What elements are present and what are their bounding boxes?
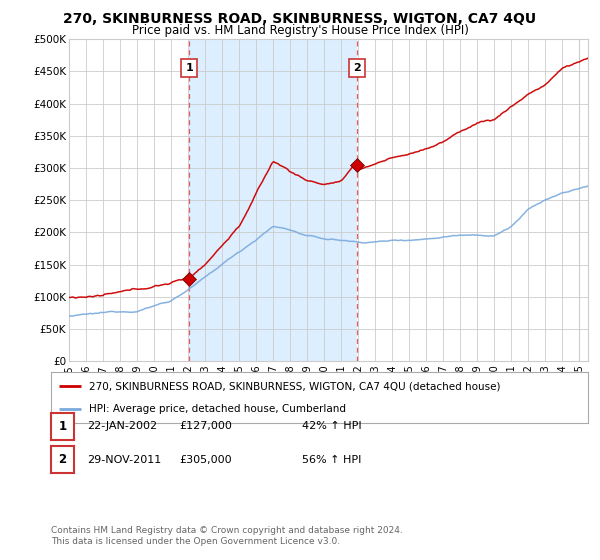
Text: 1: 1 (185, 63, 193, 73)
Text: 22-JAN-2002: 22-JAN-2002 (87, 421, 157, 431)
Text: This data is licensed under the Open Government Licence v3.0.: This data is licensed under the Open Gov… (51, 538, 340, 547)
Text: 56% ↑ HPI: 56% ↑ HPI (302, 455, 361, 465)
Text: £305,000: £305,000 (179, 455, 232, 465)
Text: £127,000: £127,000 (179, 421, 232, 431)
Text: 29-NOV-2011: 29-NOV-2011 (87, 455, 161, 465)
Bar (189, 39, 357, 361)
Text: HPI: Average price, detached house, Cumberland: HPI: Average price, detached house, Cumb… (89, 404, 346, 414)
Text: 2: 2 (58, 453, 67, 466)
Text: Contains HM Land Registry data © Crown copyright and database right 2024.: Contains HM Land Registry data © Crown c… (51, 526, 403, 535)
Text: Price paid vs. HM Land Registry's House Price Index (HPI): Price paid vs. HM Land Registry's House … (131, 24, 469, 37)
Text: 42% ↑ HPI: 42% ↑ HPI (302, 421, 361, 431)
Text: 1: 1 (58, 419, 67, 433)
Text: 2: 2 (353, 63, 361, 73)
Text: 270, SKINBURNESS ROAD, SKINBURNESS, WIGTON, CA7 4QU: 270, SKINBURNESS ROAD, SKINBURNESS, WIGT… (64, 12, 536, 26)
Text: 270, SKINBURNESS ROAD, SKINBURNESS, WIGTON, CA7 4QU (detached house): 270, SKINBURNESS ROAD, SKINBURNESS, WIGT… (89, 381, 500, 391)
